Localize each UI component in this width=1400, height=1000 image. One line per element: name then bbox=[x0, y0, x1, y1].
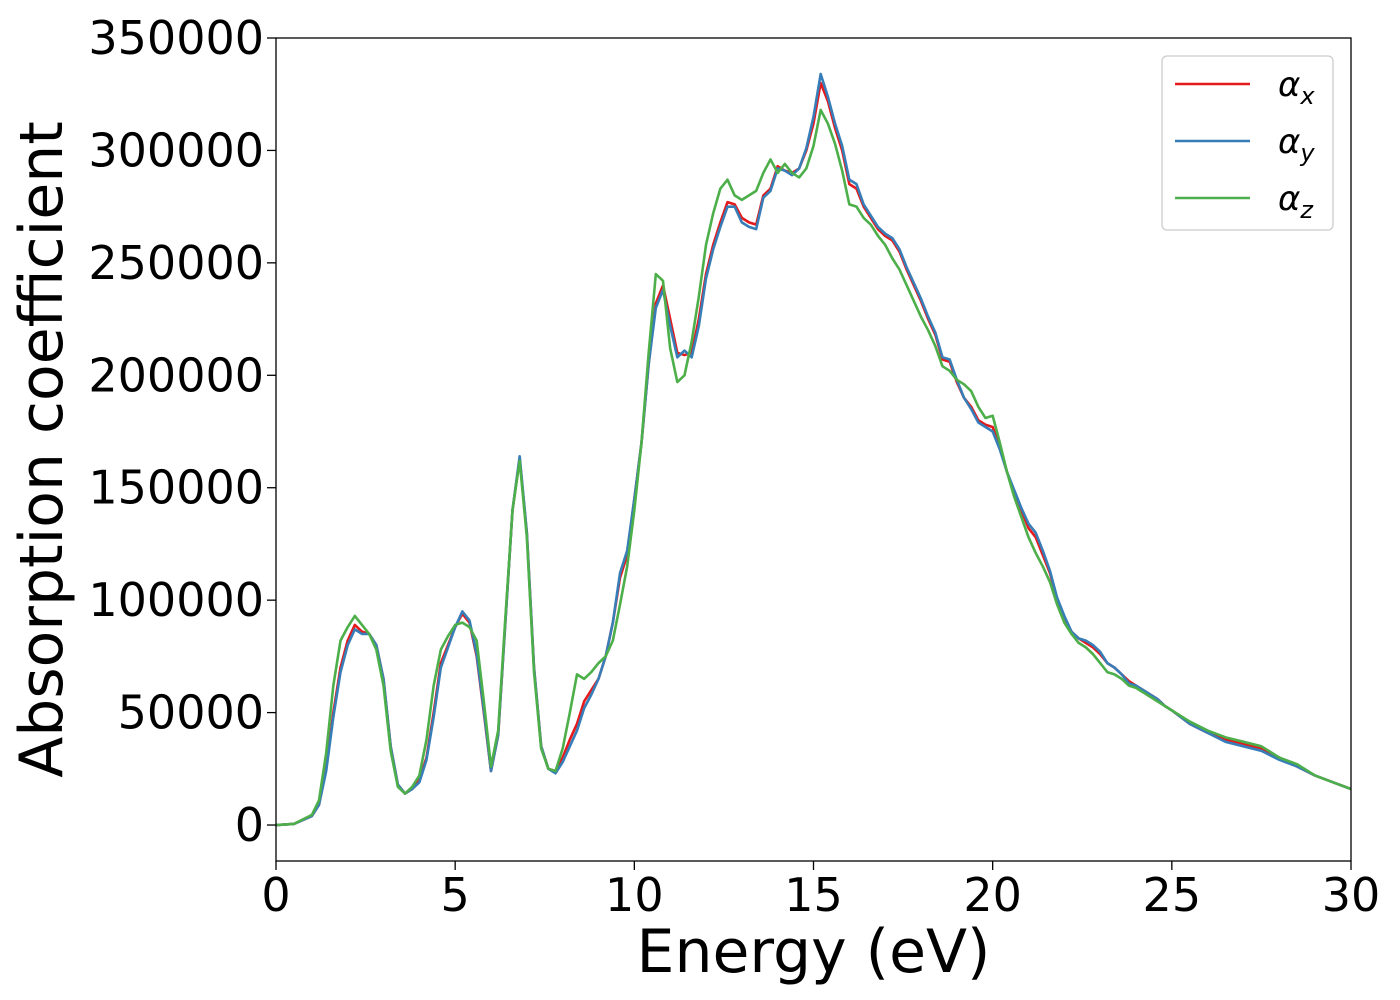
x-tick-label: 0 bbox=[261, 868, 290, 922]
legend-box bbox=[1161, 55, 1334, 231]
legend-label-z: αz bbox=[1278, 179, 1314, 224]
x-tick-label: 15 bbox=[784, 868, 843, 922]
legend-label-x: αx bbox=[1278, 65, 1315, 110]
x-axis-label: Energy (eV) bbox=[637, 917, 991, 987]
y-tick-label: 150000 bbox=[88, 461, 264, 515]
y-tick-label: 200000 bbox=[88, 348, 264, 402]
x-tick-label: 20 bbox=[963, 868, 1022, 922]
y-tick-label: 0 bbox=[235, 798, 264, 852]
legend: αx αy αz bbox=[1161, 55, 1334, 231]
y-tick-label: 100000 bbox=[88, 573, 264, 627]
x-tick-label: 25 bbox=[1143, 868, 1202, 922]
x-tick-label: 10 bbox=[605, 868, 664, 922]
series-group bbox=[276, 72, 1351, 827]
x-tick-label: 5 bbox=[441, 868, 470, 922]
y-tick-label: 300000 bbox=[88, 123, 264, 177]
y-tick-label: 50000 bbox=[118, 686, 264, 740]
y-axis-label: Absorption coefficient bbox=[7, 121, 77, 778]
plot-frame bbox=[275, 37, 1352, 862]
legend-label-y: αy bbox=[1278, 122, 1315, 167]
x-tick-label: 30 bbox=[1322, 868, 1381, 922]
y-tick-label: 250000 bbox=[88, 236, 264, 290]
series-line-z bbox=[276, 108, 1351, 827]
ticks-group: 0 5 10 15 20 25 30 0 50000 100000 150000 200000 2500… bbox=[88, 11, 1380, 922]
y-tick-label: 350000 bbox=[88, 11, 264, 65]
